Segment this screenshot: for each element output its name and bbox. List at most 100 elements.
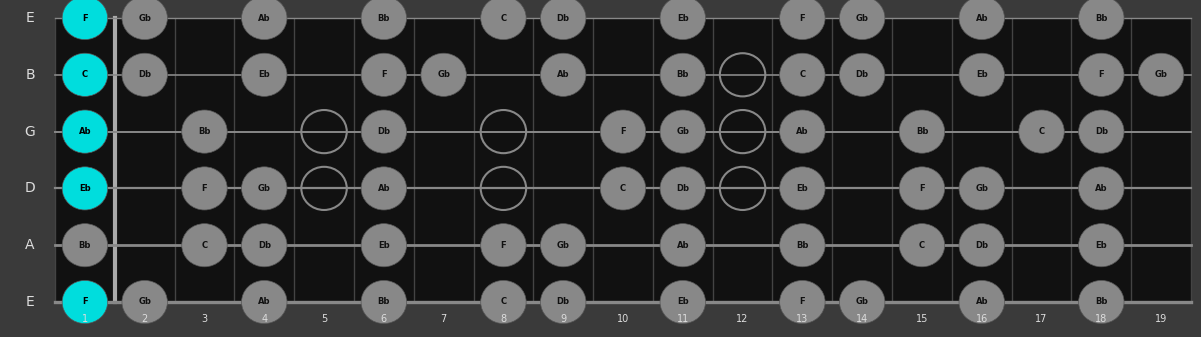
Text: 6: 6 [381,314,387,324]
Text: 1: 1 [82,314,88,324]
Text: Gb: Gb [437,70,450,79]
Ellipse shape [779,110,825,153]
Text: 13: 13 [796,314,808,324]
Ellipse shape [540,224,586,267]
Ellipse shape [779,280,825,324]
Text: Bb: Bb [796,241,808,250]
Ellipse shape [62,0,108,39]
Ellipse shape [62,167,108,210]
Ellipse shape [181,110,227,153]
Text: Gb: Gb [856,13,868,23]
Text: F: F [202,184,208,193]
Ellipse shape [123,53,167,96]
Ellipse shape [181,224,227,267]
Text: Db: Db [855,70,868,79]
Text: Db: Db [975,241,988,250]
Ellipse shape [62,224,108,267]
Text: Eb: Eb [1095,241,1107,250]
Text: F: F [82,13,88,23]
Text: Ab: Ab [1095,184,1107,193]
Ellipse shape [1078,167,1124,210]
Ellipse shape [779,0,825,39]
Text: 19: 19 [1155,314,1167,324]
Text: E: E [25,11,35,25]
Ellipse shape [181,167,227,210]
Text: 10: 10 [617,314,629,324]
Ellipse shape [420,53,466,96]
Text: 9: 9 [560,314,567,324]
Ellipse shape [779,224,825,267]
Ellipse shape [1078,0,1124,39]
Ellipse shape [480,0,526,39]
Text: C: C [919,241,925,250]
Ellipse shape [480,224,526,267]
Ellipse shape [839,280,885,324]
Ellipse shape [241,280,287,324]
Text: 15: 15 [915,314,928,324]
Text: Gb: Gb [1154,70,1167,79]
Ellipse shape [480,280,526,324]
Text: C: C [501,298,507,306]
Text: E: E [25,295,35,309]
Ellipse shape [62,280,108,324]
Text: Eb: Eb [677,13,688,23]
Ellipse shape [362,224,407,267]
Ellipse shape [1018,110,1064,153]
Ellipse shape [661,224,705,267]
Text: F: F [82,298,88,306]
Ellipse shape [661,0,705,39]
Text: F: F [800,298,805,306]
Text: Eb: Eb [976,70,987,79]
Text: Bb: Bb [915,127,928,136]
Text: 5: 5 [321,314,327,324]
Text: Eb: Eb [796,184,808,193]
Text: Ab: Ab [377,184,390,193]
Text: C: C [800,70,806,79]
Text: 16: 16 [975,314,988,324]
Text: Ab: Ab [975,298,988,306]
Text: C: C [501,13,507,23]
Ellipse shape [900,167,945,210]
Text: Bb: Bb [1095,13,1107,23]
Text: Bb: Bb [1095,298,1107,306]
Text: C: C [620,184,626,193]
Ellipse shape [362,167,407,210]
Ellipse shape [779,167,825,210]
Ellipse shape [1078,53,1124,96]
Text: C: C [1039,127,1045,136]
Text: Eb: Eb [378,241,389,250]
Text: Eb: Eb [677,298,688,306]
Text: Gb: Gb [557,241,569,250]
Text: F: F [620,127,626,136]
Text: Db: Db [557,13,569,23]
Ellipse shape [241,167,287,210]
Text: 4: 4 [261,314,268,324]
FancyBboxPatch shape [5,2,1196,335]
Text: Bb: Bb [377,298,390,306]
Text: Gb: Gb [258,184,270,193]
Text: C: C [82,70,88,79]
Text: Eb: Eb [79,184,91,193]
Ellipse shape [540,0,586,39]
Text: D: D [25,181,35,195]
Ellipse shape [960,280,1004,324]
Text: 14: 14 [856,314,868,324]
Text: Eb: Eb [258,70,270,79]
Text: Ab: Ab [557,70,569,79]
Text: C: C [202,241,208,250]
Ellipse shape [661,280,705,324]
Text: Gb: Gb [138,13,151,23]
Text: Gb: Gb [856,298,868,306]
Text: Gb: Gb [138,298,151,306]
Text: F: F [919,184,925,193]
Ellipse shape [362,280,407,324]
Text: Gb: Gb [676,127,689,136]
Ellipse shape [123,280,167,324]
FancyBboxPatch shape [55,18,1191,302]
Ellipse shape [839,53,885,96]
Text: Ab: Ab [78,127,91,136]
Ellipse shape [600,110,646,153]
Ellipse shape [1078,280,1124,324]
Text: Ab: Ab [258,298,270,306]
Text: Bb: Bb [676,70,689,79]
